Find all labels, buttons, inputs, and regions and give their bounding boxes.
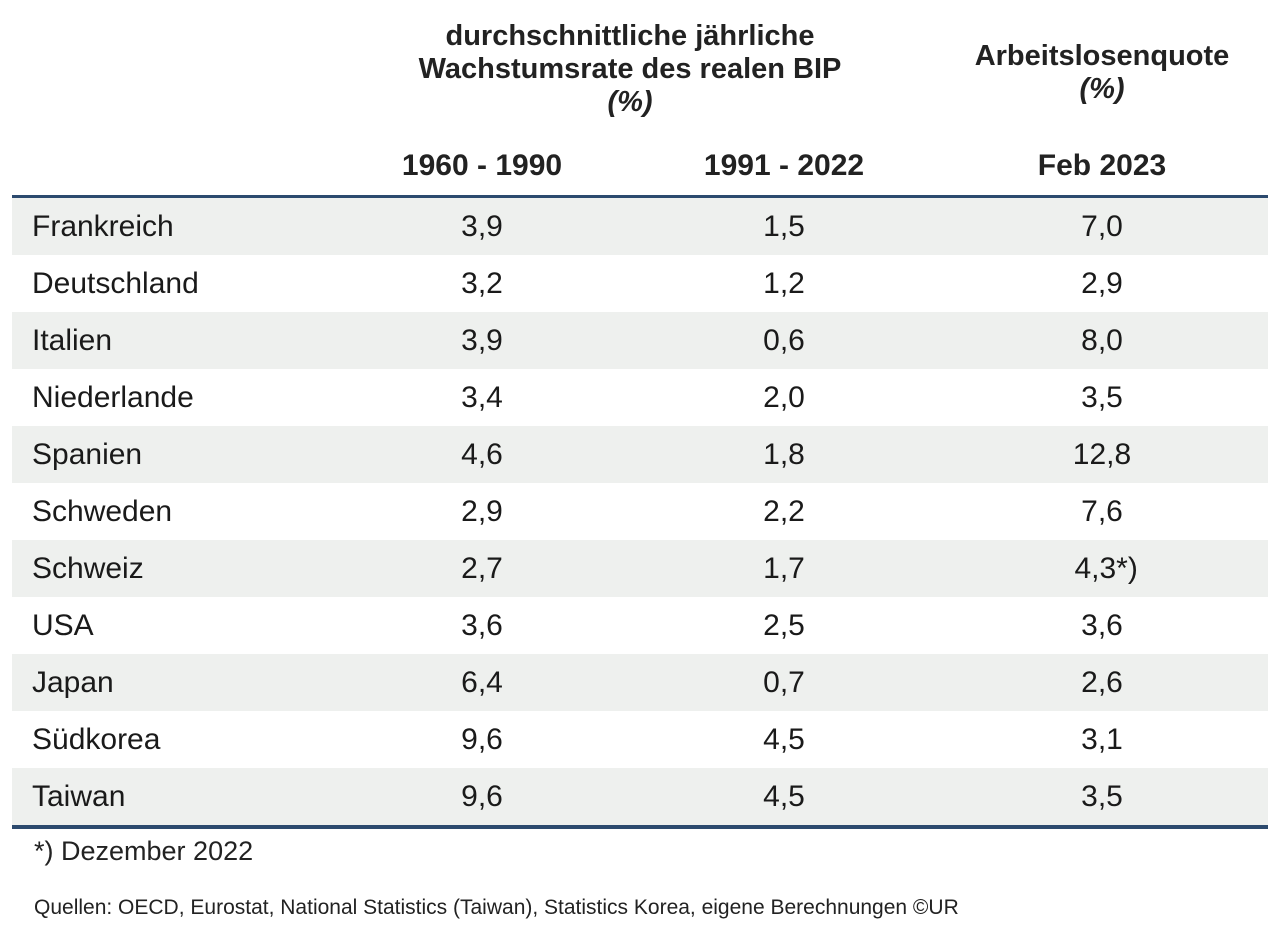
column-header-1991-2022: 1991 - 2022 bbox=[703, 149, 865, 182]
country-cell: Taiwan bbox=[32, 780, 126, 813]
country-cell: Schweden bbox=[32, 495, 173, 528]
country-cell: Niederlande bbox=[32, 381, 194, 414]
gdp-1960-1990-cell: 4,6 bbox=[461, 438, 503, 471]
bottom-rule bbox=[12, 825, 1268, 829]
unemployment-feb-2023-cell: 3,5 bbox=[1081, 780, 1123, 813]
country-cell: Deutschland bbox=[32, 267, 199, 300]
table-row: Frankreich 3,9 1,5 7,0 bbox=[12, 198, 1268, 255]
table-row: Schweiz 2,7 1,7 4,3*) bbox=[12, 540, 1268, 597]
unemp-header-line1: Arbeitslosenquote bbox=[974, 40, 1230, 72]
country-cell: Südkorea bbox=[32, 723, 161, 756]
gdp-1991-2022-cell: 4,5 bbox=[763, 780, 805, 813]
gdp-1960-1990-cell: 3,2 bbox=[461, 267, 503, 300]
country-cell: Spanien bbox=[32, 438, 143, 471]
unemployment-feb-2023-cell: 2,6 bbox=[1081, 666, 1123, 699]
gdp-1991-2022-cell: 2,0 bbox=[763, 381, 805, 414]
gdp-1960-1990-cell: 2,7 bbox=[461, 552, 503, 585]
column-header-feb-2023: Feb 2023 bbox=[1037, 149, 1167, 182]
gdp-header-line2: Wachstumsrate des realen BIP bbox=[418, 53, 842, 85]
gdp-1991-2022-cell: 1,2 bbox=[763, 267, 805, 300]
table-header: durchschnittliche jährliche Wachstumsrat… bbox=[12, 0, 1268, 195]
gdp-growth-group-header: durchschnittliche jährliche Wachstumsrat… bbox=[340, 20, 920, 119]
country-cell: USA bbox=[32, 609, 94, 642]
gdp-header-line1: durchschnittliche jährliche bbox=[445, 20, 815, 52]
country-cell: Italien bbox=[32, 324, 113, 357]
unemp-header-unit: (%) bbox=[1079, 73, 1125, 105]
table-row: Deutschland 3,2 1,2 2,9 bbox=[12, 255, 1268, 312]
gdp-1991-2022-cell: 2,5 bbox=[763, 609, 805, 642]
footnote: *) Dezember 2022 bbox=[34, 836, 254, 866]
gdp-1960-1990-cell: 3,4 bbox=[461, 381, 503, 414]
gdp-1960-1990-cell: 3,9 bbox=[461, 210, 503, 243]
gdp-1960-1990-cell: 3,6 bbox=[461, 609, 503, 642]
table-row: Italien 3,9 0,6 8,0 bbox=[12, 312, 1268, 369]
gdp-1991-2022-cell: 0,7 bbox=[763, 666, 805, 699]
gdp-1960-1990-cell: 2,9 bbox=[461, 495, 503, 528]
column-header-1960-1990: 1960 - 1990 bbox=[401, 149, 563, 182]
unemployment-feb-2023-cell: 2,9 bbox=[1081, 267, 1123, 300]
data-table: durchschnittliche jährliche Wachstumsrat… bbox=[12, 0, 1268, 829]
unemployment-feb-2023-cell: 3,1 bbox=[1081, 723, 1123, 756]
gdp-1991-2022-cell: 0,6 bbox=[763, 324, 805, 357]
gdp-1991-2022-cell: 4,5 bbox=[763, 723, 805, 756]
unemployment-feb-2023-cell: 8,0 bbox=[1081, 324, 1123, 357]
gdp-1960-1990-cell: 3,9 bbox=[461, 324, 503, 357]
gdp-1991-2022-cell: 1,5 bbox=[763, 210, 805, 243]
table-row: Schweden 2,9 2,2 7,6 bbox=[12, 483, 1268, 540]
table-row: Japan 6,4 0,7 2,6 bbox=[12, 654, 1268, 711]
gdp-1960-1990-cell: 6,4 bbox=[461, 666, 503, 699]
gdp-1960-1990-cell: 9,6 bbox=[461, 780, 503, 813]
country-cell: Japan bbox=[32, 666, 114, 699]
table-row: Südkorea 9,6 4,5 3,1 bbox=[12, 711, 1268, 768]
table-row: Spanien 4,6 1,8 12,8 bbox=[12, 426, 1268, 483]
unemployment-feb-2023-cell: 7,6 bbox=[1081, 495, 1123, 528]
sources-note: Quellen: OECD, Eurostat, National Statis… bbox=[34, 896, 959, 919]
unemployment-feb-2023-cell: 7,0 bbox=[1081, 210, 1123, 243]
header-rule bbox=[12, 195, 1268, 198]
unemployment-group-header: Arbeitslosenquote (%) bbox=[947, 40, 1257, 106]
gdp-1991-2022-cell: 2,2 bbox=[763, 495, 805, 528]
unemployment-feb-2023-cell: 4,3*) bbox=[1066, 552, 1138, 585]
gdp-header-unit: (%) bbox=[607, 86, 653, 118]
table-row: Taiwan 9,6 4,5 3,5 bbox=[12, 768, 1268, 825]
unemployment-feb-2023-cell: 3,5 bbox=[1081, 381, 1123, 414]
table-row: USA 3,6 2,5 3,6 bbox=[12, 597, 1268, 654]
gdp-1991-2022-cell: 1,7 bbox=[763, 552, 805, 585]
gdp-1960-1990-cell: 9,6 bbox=[461, 723, 503, 756]
country-cell: Schweiz bbox=[32, 552, 144, 585]
unemployment-feb-2023-cell: 12,8 bbox=[1072, 438, 1132, 471]
unemployment-feb-2023-cell: 3,6 bbox=[1081, 609, 1123, 642]
gdp-1991-2022-cell: 1,8 bbox=[763, 438, 805, 471]
table-row: Niederlande 3,4 2,0 3,5 bbox=[12, 369, 1268, 426]
country-cell: Frankreich bbox=[32, 210, 174, 243]
table-body: Frankreich 3,9 1,5 7,0 Deutschland 3,2 1,2 2,9 I… bbox=[12, 198, 1268, 825]
